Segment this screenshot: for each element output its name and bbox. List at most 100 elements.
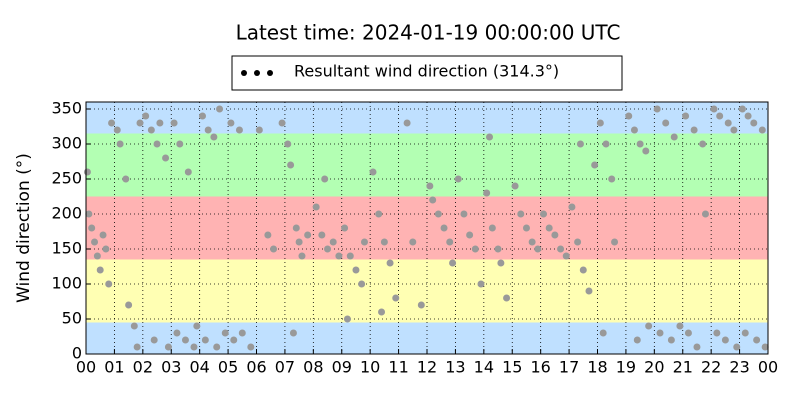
- data-point: [471, 245, 479, 253]
- data-point: [329, 238, 337, 246]
- legend-marker: [254, 70, 260, 76]
- data-point: [176, 140, 184, 148]
- data-point: [133, 343, 141, 351]
- data-point: [369, 168, 377, 176]
- x-tick-label: 09: [332, 358, 352, 377]
- data-point: [449, 259, 457, 267]
- data-point: [701, 210, 709, 218]
- x-tick-label: 01: [104, 358, 124, 377]
- data-point: [693, 343, 701, 351]
- data-point: [88, 224, 96, 232]
- data-point: [221, 329, 229, 337]
- data-point: [96, 266, 104, 274]
- data-point: [750, 119, 758, 127]
- data-point: [716, 112, 724, 120]
- data-point: [136, 119, 144, 127]
- data-point: [758, 126, 766, 134]
- data-point: [181, 336, 189, 344]
- data-point: [184, 168, 192, 176]
- x-tick-label: 03: [161, 358, 181, 377]
- data-point: [91, 238, 99, 246]
- data-point: [116, 140, 124, 148]
- data-point: [162, 154, 170, 162]
- data-point: [540, 210, 548, 218]
- y-tick-label: 300: [51, 134, 82, 153]
- data-point: [684, 329, 692, 337]
- data-point: [434, 210, 442, 218]
- data-point: [318, 231, 326, 239]
- x-tick-label: 10: [360, 358, 380, 377]
- data-point: [230, 336, 238, 344]
- data-point: [633, 336, 641, 344]
- data-point: [483, 189, 491, 197]
- data-point: [710, 105, 718, 113]
- data-point: [125, 301, 133, 309]
- data-point: [173, 329, 181, 337]
- data-point: [375, 210, 383, 218]
- data-point: [147, 126, 155, 134]
- x-tick-label: 22: [701, 358, 721, 377]
- data-point: [534, 245, 542, 253]
- data-point: [551, 231, 559, 239]
- data-point: [210, 133, 218, 141]
- x-tick-label: 04: [189, 358, 209, 377]
- x-tick-label: 16: [530, 358, 550, 377]
- data-point: [466, 231, 474, 239]
- x-tick-label: 02: [133, 358, 153, 377]
- data-point: [477, 280, 485, 288]
- data-point: [289, 329, 297, 337]
- data-point: [295, 238, 303, 246]
- data-point: [761, 343, 769, 351]
- data-point: [642, 147, 650, 155]
- y-tick-label: 350: [51, 99, 82, 118]
- data-point: [380, 238, 388, 246]
- data-point: [645, 322, 653, 330]
- data-point: [113, 126, 121, 134]
- data-point: [108, 119, 116, 127]
- data-point: [454, 175, 462, 183]
- x-tick-label: 07: [275, 358, 295, 377]
- data-point: [460, 210, 468, 218]
- data-point: [636, 140, 644, 148]
- data-point: [409, 238, 417, 246]
- data-point: [522, 224, 530, 232]
- y-tick-label: 250: [51, 169, 82, 188]
- data-point: [352, 266, 360, 274]
- chart-title: Latest time: 2024-01-19 00:00:00 UTC: [236, 21, 621, 45]
- data-point: [213, 343, 221, 351]
- legend-label: Resultant wind direction (314.3°): [294, 62, 559, 81]
- data-point: [699, 140, 707, 148]
- x-tick-label: 18: [587, 358, 607, 377]
- data-point: [625, 112, 633, 120]
- data-point: [417, 301, 425, 309]
- x-tick-label: 12: [417, 358, 437, 377]
- data-point: [153, 140, 161, 148]
- data-point: [335, 252, 343, 260]
- data-point: [83, 168, 91, 176]
- data-point: [99, 231, 107, 239]
- data-point: [284, 140, 292, 148]
- data-point: [386, 259, 394, 267]
- data-point: [130, 322, 138, 330]
- data-point: [738, 105, 746, 113]
- x-tick-label: 23: [729, 358, 749, 377]
- x-tick-label: 15: [502, 358, 522, 377]
- x-tick-label: 00: [758, 358, 778, 377]
- data-point: [596, 119, 604, 127]
- data-point: [298, 252, 306, 260]
- data-point: [429, 196, 437, 204]
- data-point: [247, 343, 255, 351]
- data-point: [341, 224, 349, 232]
- data-point: [753, 336, 761, 344]
- x-tick-label: 21: [673, 358, 693, 377]
- data-point: [216, 105, 224, 113]
- data-point: [164, 343, 172, 351]
- data-point: [653, 105, 661, 113]
- plot-frame: [85, 101, 769, 355]
- data-point: [602, 140, 610, 148]
- data-point: [494, 245, 502, 253]
- data-point: [324, 245, 332, 253]
- data-point: [721, 336, 729, 344]
- data-point: [346, 252, 354, 260]
